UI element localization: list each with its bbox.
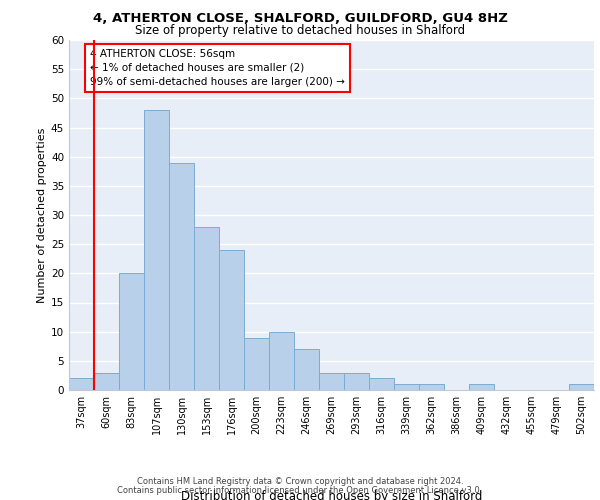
Bar: [69, 378, 94, 390]
Bar: [269, 332, 294, 390]
Bar: [344, 372, 369, 390]
Bar: [144, 110, 169, 390]
X-axis label: Distribution of detached houses by size in Shalford: Distribution of detached houses by size …: [181, 490, 482, 500]
Text: Contains HM Land Registry data © Crown copyright and database right 2024.: Contains HM Land Registry data © Crown c…: [137, 477, 463, 486]
Bar: [94, 372, 119, 390]
Text: Contains public sector information licensed under the Open Government Licence v3: Contains public sector information licen…: [118, 486, 482, 495]
Bar: [319, 372, 344, 390]
Bar: [244, 338, 269, 390]
Text: 4 ATHERTON CLOSE: 56sqm
← 1% of detached houses are smaller (2)
99% of semi-deta: 4 ATHERTON CLOSE: 56sqm ← 1% of detached…: [90, 49, 345, 87]
Text: 4, ATHERTON CLOSE, SHALFORD, GUILDFORD, GU4 8HZ: 4, ATHERTON CLOSE, SHALFORD, GUILDFORD, …: [92, 12, 508, 26]
Bar: [219, 250, 244, 390]
Bar: [119, 274, 144, 390]
Text: Size of property relative to detached houses in Shalford: Size of property relative to detached ho…: [135, 24, 465, 37]
Bar: [194, 226, 219, 390]
Bar: [169, 162, 194, 390]
Bar: [569, 384, 594, 390]
Bar: [369, 378, 394, 390]
Bar: [294, 349, 319, 390]
Bar: [469, 384, 494, 390]
Bar: [394, 384, 419, 390]
Y-axis label: Number of detached properties: Number of detached properties: [37, 128, 47, 302]
Bar: [419, 384, 444, 390]
